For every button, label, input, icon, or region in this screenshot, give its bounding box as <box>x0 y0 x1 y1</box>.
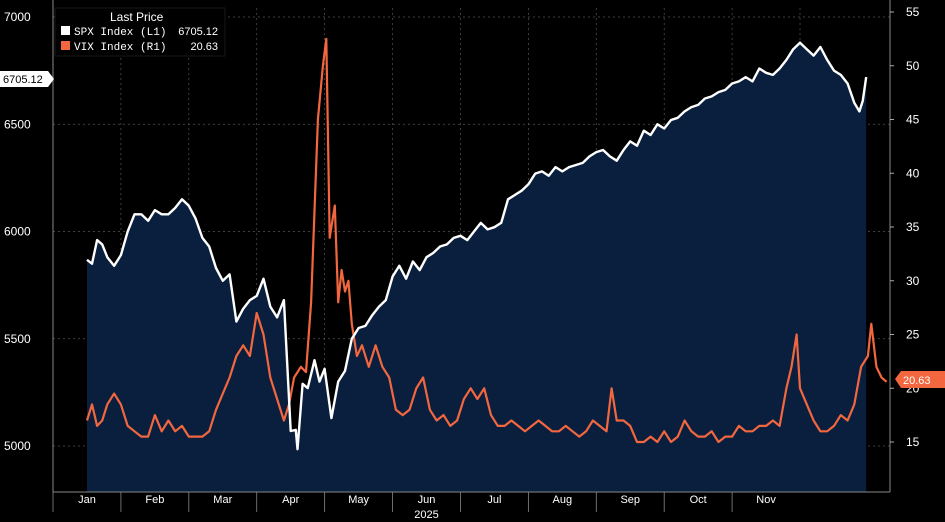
right-tick-label: 15 <box>906 435 920 449</box>
right-tick-label: 55 <box>906 5 920 19</box>
legend-label-vix: VIX Index (R1) <box>74 42 166 54</box>
right-tick-label: 35 <box>906 220 920 234</box>
vix-line <box>85 37 888 444</box>
right-tick-label: 40 <box>906 166 920 180</box>
left-tick-label: 6500 <box>4 117 31 131</box>
month-label: Nov <box>756 494 776 506</box>
right-tick-label: 30 <box>906 274 920 288</box>
spx-line <box>86 41 868 451</box>
legend-value-vix: 20.63 <box>190 41 218 53</box>
right-tick-label: 25 <box>906 328 920 342</box>
legend-label-spx: SPX Index (L1) <box>74 27 166 39</box>
right-tick-label: 45 <box>906 113 920 127</box>
month-label: Feb <box>145 494 164 506</box>
month-label: Jul <box>487 494 501 506</box>
legend-title: Last Price <box>110 10 164 24</box>
left-tick-label: 6000 <box>4 225 31 239</box>
spx-last-tag-shape <box>0 71 54 87</box>
legend-value-spx: 6705.12 <box>178 26 218 38</box>
month-label: Apr <box>282 494 299 506</box>
month-label: May <box>348 494 369 506</box>
spx-last-tag: 6705.12 <box>3 74 43 86</box>
month-label: Aug <box>553 494 573 506</box>
month-label: Jun <box>418 494 436 506</box>
legend-swatch-vix <box>61 41 70 50</box>
right-tick-label: 50 <box>906 59 920 73</box>
left-tick-label: 5500 <box>4 332 31 346</box>
area-layer <box>86 42 867 492</box>
left-tick-label: 5000 <box>4 439 31 453</box>
month-label: Jan <box>78 494 96 506</box>
line-layer <box>85 37 888 451</box>
spx-area <box>86 42 867 492</box>
last-value-tags: 6705.12 20.63 <box>0 71 945 388</box>
axis-layer: 5000 5500 6000 6500 7000 15 2025 30 35 40 45 50 55 Ja… <box>4 0 920 521</box>
left-tick-label: 7000 <box>4 10 31 24</box>
vix-last-tag-shape <box>895 371 945 388</box>
month-label: Mar <box>213 494 232 506</box>
legend-swatch-spx <box>61 26 70 35</box>
month-label: Sep <box>620 494 640 506</box>
month-label: Oct <box>690 494 707 506</box>
legend: Last Price SPX Index (L1) 6705.12 VIX In… <box>54 7 226 57</box>
x-axis-year-label: 2025 <box>414 509 438 521</box>
vix-last-tag: 20.63 <box>903 375 931 387</box>
